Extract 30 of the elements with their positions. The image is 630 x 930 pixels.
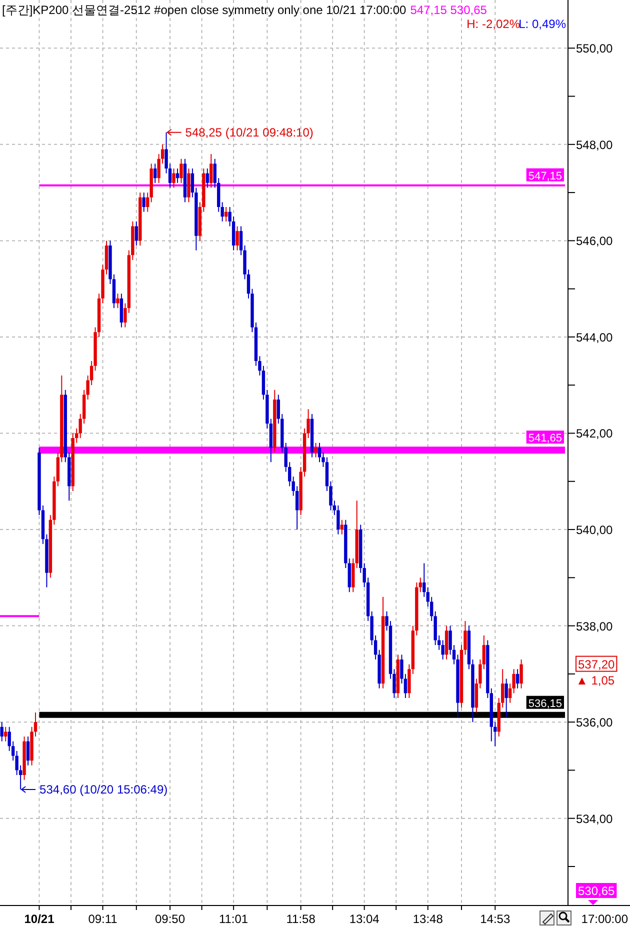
y-tick-label: 542,00 [576,426,614,441]
y-tick-label: 546,00 [576,234,614,248]
annotation: 547,15 530,65 [410,3,487,17]
x-tick-label: 10/21 [24,912,55,926]
x-tick-label: 13:48 [412,912,444,926]
x-tick-label: 09:50 [155,912,186,926]
ref-line-label: 547,15 [528,170,562,182]
annotation: 534,60 (10/20 15:06:49) [20,782,168,796]
title: [주간]KP200 선물연결-2512 #open close symmetry only one 10/21 17:00:00 [2,3,406,17]
y-tick-label: 548,00 [576,138,614,152]
x-tick-label: 14:53 [480,912,510,926]
annotation: H: -2,02% [466,17,520,31]
annotation: ▲ 1,05 [576,673,615,688]
annotation: 537,20 [576,656,618,672]
y-tick-label: 540,00 [576,523,614,538]
annotation: 530,65 [576,883,617,898]
x-tick-label: 11:58 [286,912,316,926]
x-tick-label: 11:01 [218,912,248,926]
annotation: L: 0,49% [518,17,566,31]
ref-line-label: 541,65 [528,432,562,445]
x-tick-label: 09:11 [88,912,118,926]
x-tick-label: 13:04 [349,912,380,926]
annotation: 548,25 (10/21 09:48:10) [166,125,314,140]
y-tick-label: 536,00 [576,716,614,730]
y-tick-label: 538,00 [576,619,614,634]
ref-line-label: 536,15 [528,698,562,710]
y-tick-label: 544,00 [576,330,614,344]
y-tick-label: 534,00 [576,812,614,826]
annotation: 17:00:00 [581,912,628,926]
y-tick-label: 550,00 [576,42,614,56]
